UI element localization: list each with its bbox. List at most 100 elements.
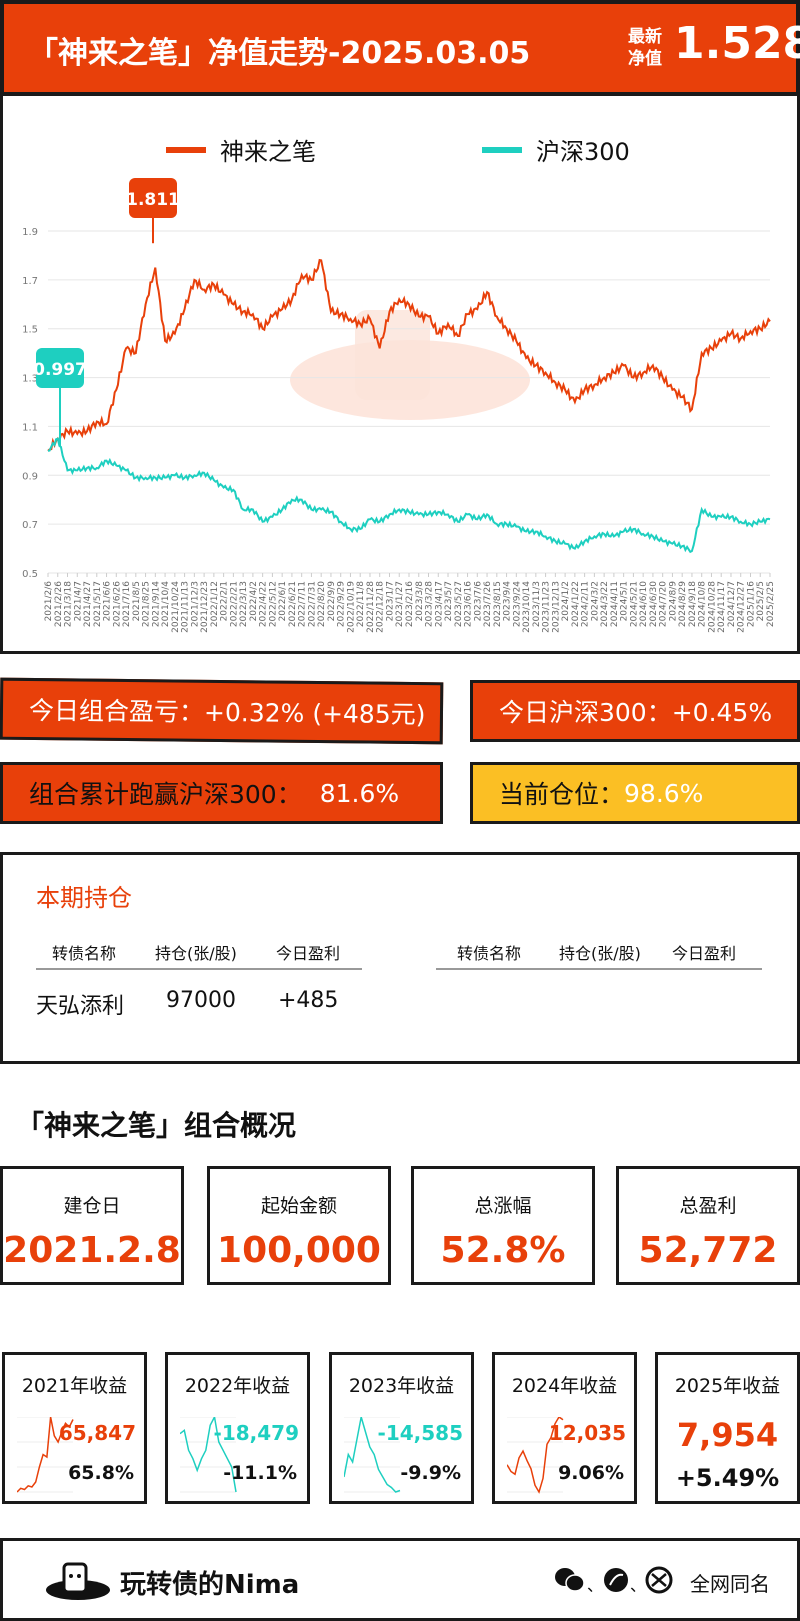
excess-box: 组合累计跑赢沪深300： 81.6% xyxy=(0,762,443,824)
x-tick-label: 2023/5/27 xyxy=(454,581,464,627)
wechat-icon xyxy=(555,1568,585,1592)
nav-value: 1.528 xyxy=(674,18,800,69)
col-header-name: 转债名称 xyxy=(52,944,117,963)
today-index-box: 今日沪深300：+0.45% xyxy=(470,680,800,742)
x-tick-label: 2021/2/26 xyxy=(54,581,64,627)
x-tick-label: 2024/6/30 xyxy=(649,581,659,627)
x-tick-label: 2025/2/25 xyxy=(766,581,776,627)
x-tick-label: 2024/4/11 xyxy=(610,581,620,627)
x-tick-label: 2023/10/14 xyxy=(522,581,532,633)
x-tick-label: 2022/4/22 xyxy=(259,581,269,627)
legend-swatch xyxy=(166,146,206,153)
year-amount: 12,035 xyxy=(548,1421,626,1445)
card-label: 总涨幅 xyxy=(474,1195,532,1217)
today-index: 今日沪深300：+0.45% xyxy=(499,698,773,727)
x-tick-label: 2022/6/1 xyxy=(278,581,288,621)
x-tick-label: 2021/12/3 xyxy=(190,581,200,627)
x-tick-label: 2023/5/7 xyxy=(444,581,454,621)
col-header-qty: 持仓(张/股) xyxy=(559,944,641,963)
table-row: 天弘添利 97000 +485 xyxy=(36,988,338,1020)
x-tick-label: 2022/9/29 xyxy=(337,581,347,627)
svg-text:、: 、 xyxy=(630,1576,646,1595)
page-title: 「神来之笔」净值走势-2025.03.05 xyxy=(28,36,531,71)
x-tick-label: 2024/1/22 xyxy=(571,581,581,627)
x-tick-label: 2021/5/17 xyxy=(93,581,103,627)
x-tick-label: 2024/10/28 xyxy=(707,581,717,633)
x-tick-label: 2024/8/29 xyxy=(678,581,688,627)
x-tick-label: 2023/1/27 xyxy=(395,581,405,627)
card-label: 建仓日 xyxy=(63,1195,121,1217)
year-amount: 7,954 xyxy=(676,1416,779,1454)
col-header-pnl: 今日盈利 xyxy=(276,944,341,963)
x-tick-label: 2022/10/19 xyxy=(346,581,356,633)
x-tick-label: 2022/9/9 xyxy=(327,581,337,622)
x-tick-label: 2024/11/17 xyxy=(717,581,727,633)
x-tick-label: 2021/7/16 xyxy=(122,581,132,627)
year-label: 2022年收益 xyxy=(184,1375,291,1397)
brand-logo-icon xyxy=(46,1562,110,1600)
card-value: 100,000 xyxy=(217,1230,381,1271)
x-tick-label: 2022/11/8 xyxy=(356,581,366,627)
position-label: 当前仓位： xyxy=(499,780,625,809)
card-value: 52,772 xyxy=(638,1230,778,1271)
year-card-2021: 2021年收益 65,847 65.8% xyxy=(2,1352,147,1504)
x-tick-label: 2024/1/2 xyxy=(561,581,571,621)
x-tick-label: 2023/9/4 xyxy=(503,581,513,622)
today-pnl: 今日组合盈亏：+0.32% (+485元) xyxy=(28,695,426,730)
x-tick-label: 2022/11/28 xyxy=(366,581,376,633)
excess-value: 81.6% xyxy=(319,778,400,808)
series-line-fund xyxy=(47,258,771,452)
legend-label: 神来之笔 xyxy=(220,138,316,166)
x-tick-label: 2024/12/27 xyxy=(737,581,747,633)
year-card-2025: 2025年收益 7,954 +5.49% xyxy=(655,1352,800,1504)
x-tick-label: 2024/5/21 xyxy=(629,581,639,627)
card-start-amount: 起始金额 100,000 xyxy=(207,1166,391,1285)
x-tick-label: 2024/8/9 xyxy=(668,581,678,622)
footer-tagline: 全网同名 xyxy=(690,1572,770,1596)
footer-brand: 玩转债的Nima xyxy=(120,1570,300,1600)
legend-item-index: 沪深300 xyxy=(482,132,630,167)
series-line-index xyxy=(47,437,771,554)
legend-label: 沪深300 xyxy=(536,138,630,166)
y-tick-label: 0.5 xyxy=(22,569,38,580)
card-value: 52.8% xyxy=(440,1230,566,1271)
x-tick-label: 2023/7/6 xyxy=(473,581,483,622)
holding-qty: 97000 xyxy=(166,988,236,1013)
sparkline-path xyxy=(344,1417,401,1493)
xueqiu-icon xyxy=(645,1566,673,1594)
year-pct: 65.8% xyxy=(68,1462,134,1484)
card-label: 起始金额 xyxy=(260,1195,337,1217)
x-tick-label: 2022/7/11 xyxy=(298,581,308,627)
footer xyxy=(0,1538,800,1621)
x-tick-label: 2021/4/7 xyxy=(73,581,83,621)
callout-box xyxy=(36,348,84,388)
x-tick-label: 2021/10/24 xyxy=(171,581,181,633)
x-tick-label: 2021/3/18 xyxy=(64,581,74,627)
col-header-name: 转债名称 xyxy=(457,944,522,963)
callout-label: 1.811 xyxy=(126,190,180,210)
divider xyxy=(36,968,362,970)
x-tick-label: 2021/8/25 xyxy=(142,581,152,627)
x-tick-label: 2021/10/4 xyxy=(161,581,171,627)
card-total-profit: 总盈利 52,772 xyxy=(616,1166,800,1285)
holding-name: 天弘添利 xyxy=(36,994,125,1019)
chart-section xyxy=(0,94,800,654)
y-tick-label: 1.9 xyxy=(22,227,38,238)
sparkline-path xyxy=(180,1417,237,1493)
x-tick-label: 2024/9/18 xyxy=(688,581,698,627)
x-tick-label: 2022/1/12 xyxy=(210,581,220,627)
x-tick-label: 2023/6/16 xyxy=(464,581,474,627)
x-tick-label: 2024/3/2 xyxy=(590,581,600,621)
header xyxy=(0,0,800,96)
x-tick-label: 2024/5/1 xyxy=(620,581,630,621)
x-tick-label: 2024/7/20 xyxy=(659,581,669,627)
year-label: 2025年收益 xyxy=(674,1375,781,1397)
today-pnl-box: 今日组合盈亏：+0.32% (+485元) xyxy=(0,677,444,745)
x-tick-label: 2023/3/8 xyxy=(415,581,425,622)
x-tick-label: 2021/12/23 xyxy=(200,581,210,633)
x-tick-label: 2024/10/8 xyxy=(698,581,708,627)
x-tick-label: 2023/11/3 xyxy=(532,581,542,627)
year-amount: -18,479 xyxy=(213,1421,299,1445)
position-box: 当前仓位： 98.6% xyxy=(470,762,800,824)
callout-box xyxy=(129,178,177,218)
